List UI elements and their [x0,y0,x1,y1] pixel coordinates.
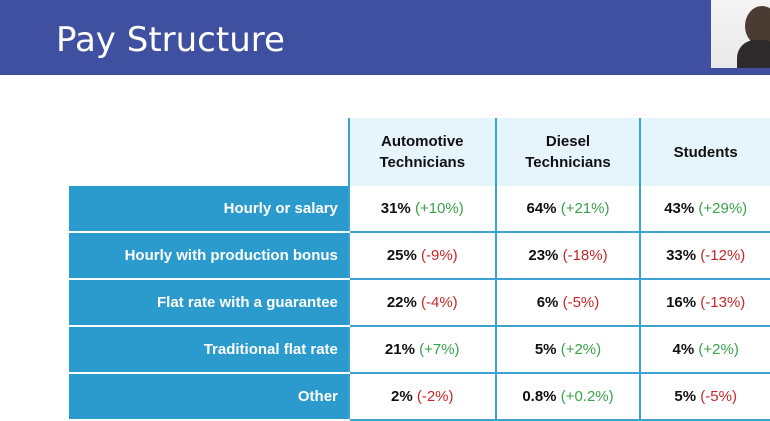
table-cell: 22% (-4%) [347,279,496,327]
table-row: Flat rate with a guarantee 22% (-4%) 6% (-… [69,279,770,327]
cell-change: (+2%) [556,341,602,358]
cell-value: 0.8% [522,388,557,405]
cell-value: 21% [384,341,415,358]
table-header-row: Automotive Technicians Diesel Technicians … [69,118,770,186]
table-cell: 4% (+2%) [639,326,770,374]
row-label: Traditional flat rate [69,326,349,374]
cell-change: (-18%) [558,247,608,264]
table-row: Other 2% (-2%) 0.8% (+0.2%) 5% (-5%) [69,373,770,421]
cell-change: (+29%) [694,200,748,217]
table-cell: 23% (-18%) [494,232,641,280]
cell-change: (+10%) [410,200,464,217]
table-cell: 43% (+29%) [639,186,770,233]
cell-value: 6% [536,294,559,311]
table-row: Hourly or salary 31% (+10%) 64% (+21%) 43% … [69,186,770,233]
row-label: Hourly with production bonus [69,232,349,280]
table-cell: 64% (+21%) [494,186,641,233]
cell-change: (-12%) [696,247,746,264]
cell-value: 2% [390,388,413,405]
cell-change: (+2%) [694,341,739,358]
cell-value: 33% [666,247,697,264]
presenter-head [745,6,770,46]
table-cell: 5% (-5%) [639,373,770,421]
column-header: Students [639,118,770,186]
table-cell: 0.8% (+0.2%) [494,373,641,421]
cell-change: (+21%) [556,200,610,217]
cell-value: 22% [386,294,417,311]
cell-change: (-5%) [558,294,600,311]
presenter-webcam [711,0,770,68]
column-header: Automotive Technicians [347,118,496,186]
cell-change: (+7%) [414,341,460,358]
cell-value: 43% [664,200,695,217]
table-cell: 16% (-13%) [639,279,770,327]
table-cell: 6% (-5%) [494,279,641,327]
cell-value: 16% [666,294,697,311]
table-row: Hourly with production bonus 25% (-9%) 23%… [69,232,770,280]
cell-change: (-5%) [696,388,737,405]
cell-value: 25% [386,247,417,264]
cell-value: 31% [380,200,411,217]
table-body: Hourly or salary 31% (+10%) 64% (+21%) 43% … [69,186,770,421]
cell-value: 5% [674,388,697,405]
cell-change: (-9%) [416,247,458,264]
table-cell: 2% (-2%) [347,373,496,421]
row-label: Flat rate with a guarantee [69,279,349,327]
table-cell: 33% (-12%) [639,232,770,280]
cell-change: (-2%) [412,388,454,405]
column-header: Diesel Technicians [494,118,641,186]
cell-value: 23% [528,247,559,264]
table-cell: 25% (-9%) [347,232,496,280]
slide-title: Pay Structure [56,20,285,60]
table-cell: 5% (+2%) [494,326,641,374]
row-label: Other [69,373,349,421]
table-cell: 21% (+7%) [347,326,496,374]
slide-title-bar: Pay Structure [0,0,770,75]
cell-value: 5% [534,341,557,358]
table-row: Traditional flat rate 21% (+7%) 5% (+2%) 4%… [69,326,770,374]
presenter-body [737,40,770,68]
cell-change: (-4%) [416,294,458,311]
table-corner [69,118,349,186]
cell-value: 4% [672,341,695,358]
table-cell: 31% (+10%) [347,186,496,233]
pay-structure-table: Automotive Technicians Diesel Technicians … [69,118,770,421]
cell-change: (-13%) [696,294,746,311]
row-label: Hourly or salary [69,186,349,233]
cell-change: (+0.2%) [556,388,614,405]
cell-value: 64% [526,200,557,217]
